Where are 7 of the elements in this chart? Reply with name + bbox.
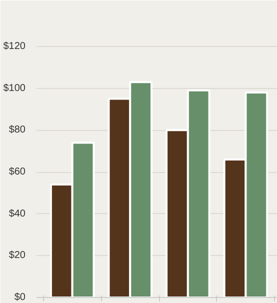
y-tick-label: $40: [8, 208, 26, 220]
y-tick-label: $100: [3, 82, 26, 94]
y-tick-label: $0: [14, 292, 26, 303]
y-tick-label: $120: [3, 41, 26, 52]
y-tick-label: $80: [8, 124, 26, 136]
y-tick-label: $60: [8, 166, 26, 178]
y-tick-label: $20: [8, 250, 26, 262]
